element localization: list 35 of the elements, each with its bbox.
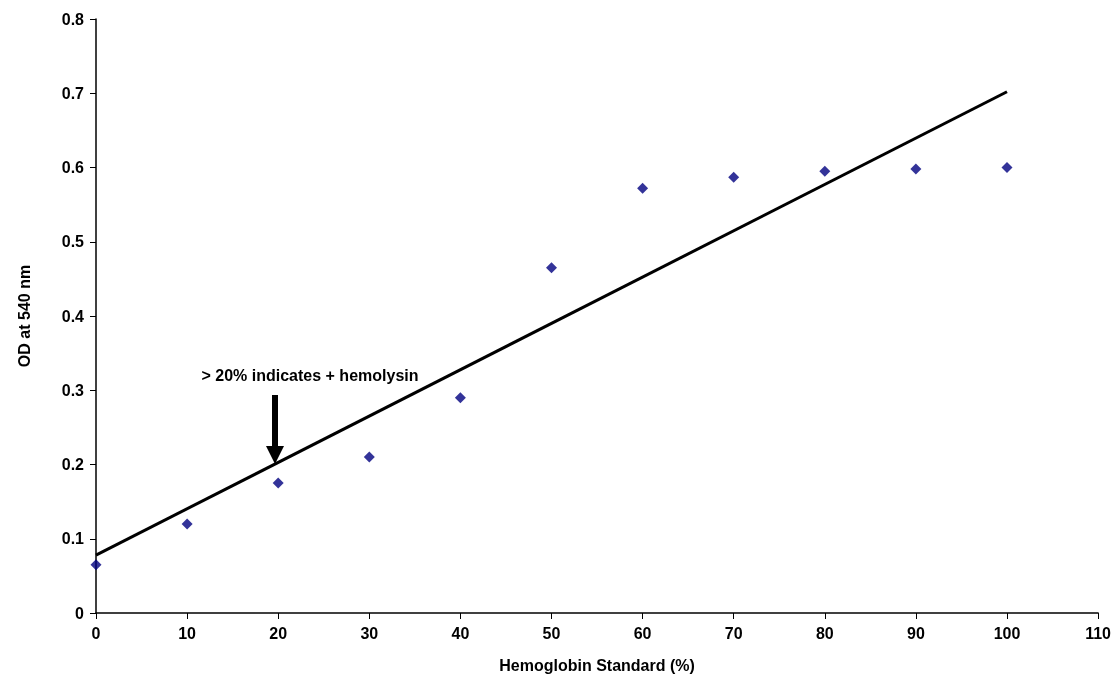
x-tick-label: 100 bbox=[993, 624, 1021, 642]
x-tick-label: 60 bbox=[633, 624, 652, 642]
point bbox=[454, 392, 466, 404]
x-tick-label: 80 bbox=[815, 624, 834, 642]
x-tick-label: 50 bbox=[542, 624, 561, 642]
y-tick-label: 0.7 bbox=[61, 84, 85, 102]
x-tick-label: 0 bbox=[91, 624, 101, 642]
y-tick-label: 0 bbox=[75, 604, 85, 622]
x-tick-label: 70 bbox=[724, 624, 743, 642]
x-tick-label: 20 bbox=[269, 624, 288, 642]
x-tick-label: 10 bbox=[178, 624, 197, 642]
x-tick-label: 90 bbox=[907, 624, 925, 642]
y-tick-label: 0.5 bbox=[61, 233, 85, 251]
y-tick-label: 0.8 bbox=[61, 10, 85, 28]
y-tick-label: 0.4 bbox=[61, 307, 85, 325]
x-tick-label: 110 bbox=[1085, 624, 1112, 642]
point bbox=[910, 163, 922, 175]
point bbox=[363, 451, 375, 463]
point bbox=[1001, 162, 1013, 173]
y-axis-title: OD at 540 nm bbox=[15, 264, 33, 368]
y-tick-label: 0.6 bbox=[61, 159, 85, 176]
point bbox=[637, 182, 649, 194]
point bbox=[728, 171, 740, 183]
point bbox=[181, 518, 193, 530]
point bbox=[272, 477, 284, 489]
y-tick-label: 0.1 bbox=[61, 530, 85, 548]
y-tick-label: 0.3 bbox=[61, 381, 85, 399]
annotation: > 20% indicates + hemolysin bbox=[201, 366, 419, 384]
x-axis-title: Hemoglobin Standard (%) bbox=[499, 656, 695, 674]
point bbox=[90, 559, 102, 571]
y-tick-label: 0.2 bbox=[61, 456, 85, 473]
x-tick-label: 40 bbox=[451, 624, 470, 642]
point bbox=[546, 262, 557, 274]
point bbox=[819, 165, 831, 177]
x-tick-label: 30 bbox=[360, 624, 379, 642]
